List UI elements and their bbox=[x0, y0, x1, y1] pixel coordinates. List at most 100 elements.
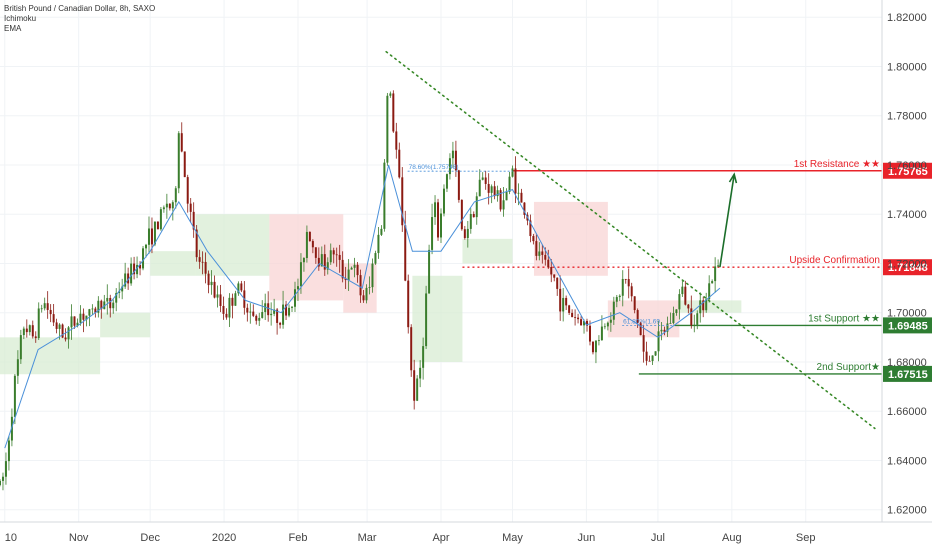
candle-body bbox=[487, 183, 490, 193]
candle-body bbox=[645, 351, 648, 361]
candle-body bbox=[314, 247, 317, 258]
candle-up bbox=[383, 159, 386, 232]
candle-up bbox=[672, 306, 675, 325]
candle-up bbox=[618, 294, 621, 302]
candle-body bbox=[535, 241, 538, 256]
candle-down bbox=[255, 314, 258, 325]
indicator-ichimoku[interactable]: Ichimoku bbox=[4, 14, 37, 23]
y-tick-label: 1.62000 bbox=[887, 505, 927, 517]
indicator-ema[interactable]: EMA bbox=[4, 24, 22, 33]
candle-body bbox=[231, 297, 234, 306]
candle-up bbox=[237, 281, 240, 296]
candle-body bbox=[588, 325, 591, 342]
candle-down bbox=[31, 320, 34, 339]
candle-body bbox=[64, 337, 67, 340]
candle-down bbox=[410, 324, 413, 377]
candle-down bbox=[591, 341, 594, 355]
candle-body bbox=[16, 359, 19, 376]
candle-up bbox=[621, 270, 624, 307]
candle-up bbox=[350, 266, 353, 270]
candle-body bbox=[663, 329, 666, 332]
candle-down bbox=[559, 275, 562, 321]
candle-up bbox=[714, 257, 717, 293]
fib-label-1: 61.80%(1.69 bbox=[623, 318, 660, 325]
candle-body bbox=[609, 319, 612, 323]
candle-up bbox=[448, 153, 451, 180]
candle-down bbox=[46, 291, 49, 319]
candle-down bbox=[413, 359, 416, 410]
grid-lines bbox=[0, 0, 882, 522]
candle-body bbox=[574, 317, 577, 318]
y-tick-label: 1.72000 bbox=[887, 258, 927, 270]
candle-body bbox=[490, 186, 493, 193]
candle-body bbox=[258, 317, 261, 321]
candle-up bbox=[7, 435, 10, 471]
price-tag-value-2: 1.69485 bbox=[888, 320, 928, 332]
candle-down bbox=[189, 198, 192, 223]
candle-down bbox=[100, 299, 103, 319]
x-tick-label: 10 bbox=[5, 532, 17, 544]
candle-down bbox=[192, 202, 195, 238]
cloud-segment-bull bbox=[100, 312, 151, 338]
candle-up bbox=[115, 288, 118, 312]
candle-body bbox=[216, 294, 219, 298]
candle-body bbox=[651, 355, 654, 362]
candle-down bbox=[183, 151, 186, 178]
candle-body bbox=[19, 335, 22, 360]
candle-up bbox=[681, 281, 684, 297]
candle-body bbox=[94, 308, 97, 313]
candle-body bbox=[332, 250, 335, 255]
y-tick-label: 1.80000 bbox=[887, 61, 927, 73]
candle-down bbox=[404, 210, 407, 282]
candle-body bbox=[246, 307, 249, 313]
candle-body bbox=[630, 286, 633, 297]
candle-body bbox=[4, 461, 7, 477]
candle-body bbox=[288, 307, 291, 316]
candle-up bbox=[451, 141, 454, 168]
candle-down bbox=[359, 269, 362, 303]
candle-down bbox=[61, 323, 64, 339]
candle-up bbox=[666, 316, 669, 338]
candle-body bbox=[448, 158, 451, 175]
candle-body bbox=[139, 264, 142, 269]
candle-body bbox=[428, 249, 431, 294]
y-tick-label: 1.76000 bbox=[887, 160, 927, 172]
candle-body bbox=[529, 220, 532, 237]
candle-down bbox=[195, 225, 198, 262]
candle-body bbox=[594, 340, 597, 353]
candle-up bbox=[177, 131, 180, 194]
candle-body bbox=[25, 328, 28, 333]
candle-body bbox=[186, 177, 189, 204]
candle-body bbox=[639, 322, 642, 336]
candle-body bbox=[419, 367, 422, 379]
candle-body bbox=[466, 228, 469, 238]
candle-up bbox=[0, 479, 1, 487]
candle-down bbox=[311, 239, 314, 254]
candle-body bbox=[100, 300, 103, 310]
candle-up bbox=[40, 304, 43, 313]
candle-up bbox=[368, 276, 371, 295]
candle-body bbox=[377, 234, 380, 254]
x-tick-label: Aug bbox=[722, 532, 742, 544]
candle-body bbox=[565, 297, 568, 306]
candle-up bbox=[159, 207, 162, 231]
y-tick-label: 1.70000 bbox=[887, 308, 927, 320]
candle-body bbox=[690, 308, 693, 326]
candle-down bbox=[460, 199, 463, 231]
candle-up bbox=[699, 292, 702, 323]
candle-body bbox=[291, 306, 294, 308]
candle-body bbox=[329, 250, 332, 263]
candle-body bbox=[7, 440, 10, 462]
candle-body bbox=[505, 191, 508, 201]
candle-up bbox=[422, 337, 425, 380]
candle-up bbox=[37, 302, 40, 341]
candle-up bbox=[675, 309, 678, 316]
candle-up bbox=[481, 172, 484, 181]
candle-body bbox=[252, 311, 255, 316]
candle-up bbox=[291, 306, 294, 313]
candle-body bbox=[350, 267, 353, 270]
candle-body bbox=[73, 316, 76, 326]
candle-body bbox=[368, 287, 371, 288]
